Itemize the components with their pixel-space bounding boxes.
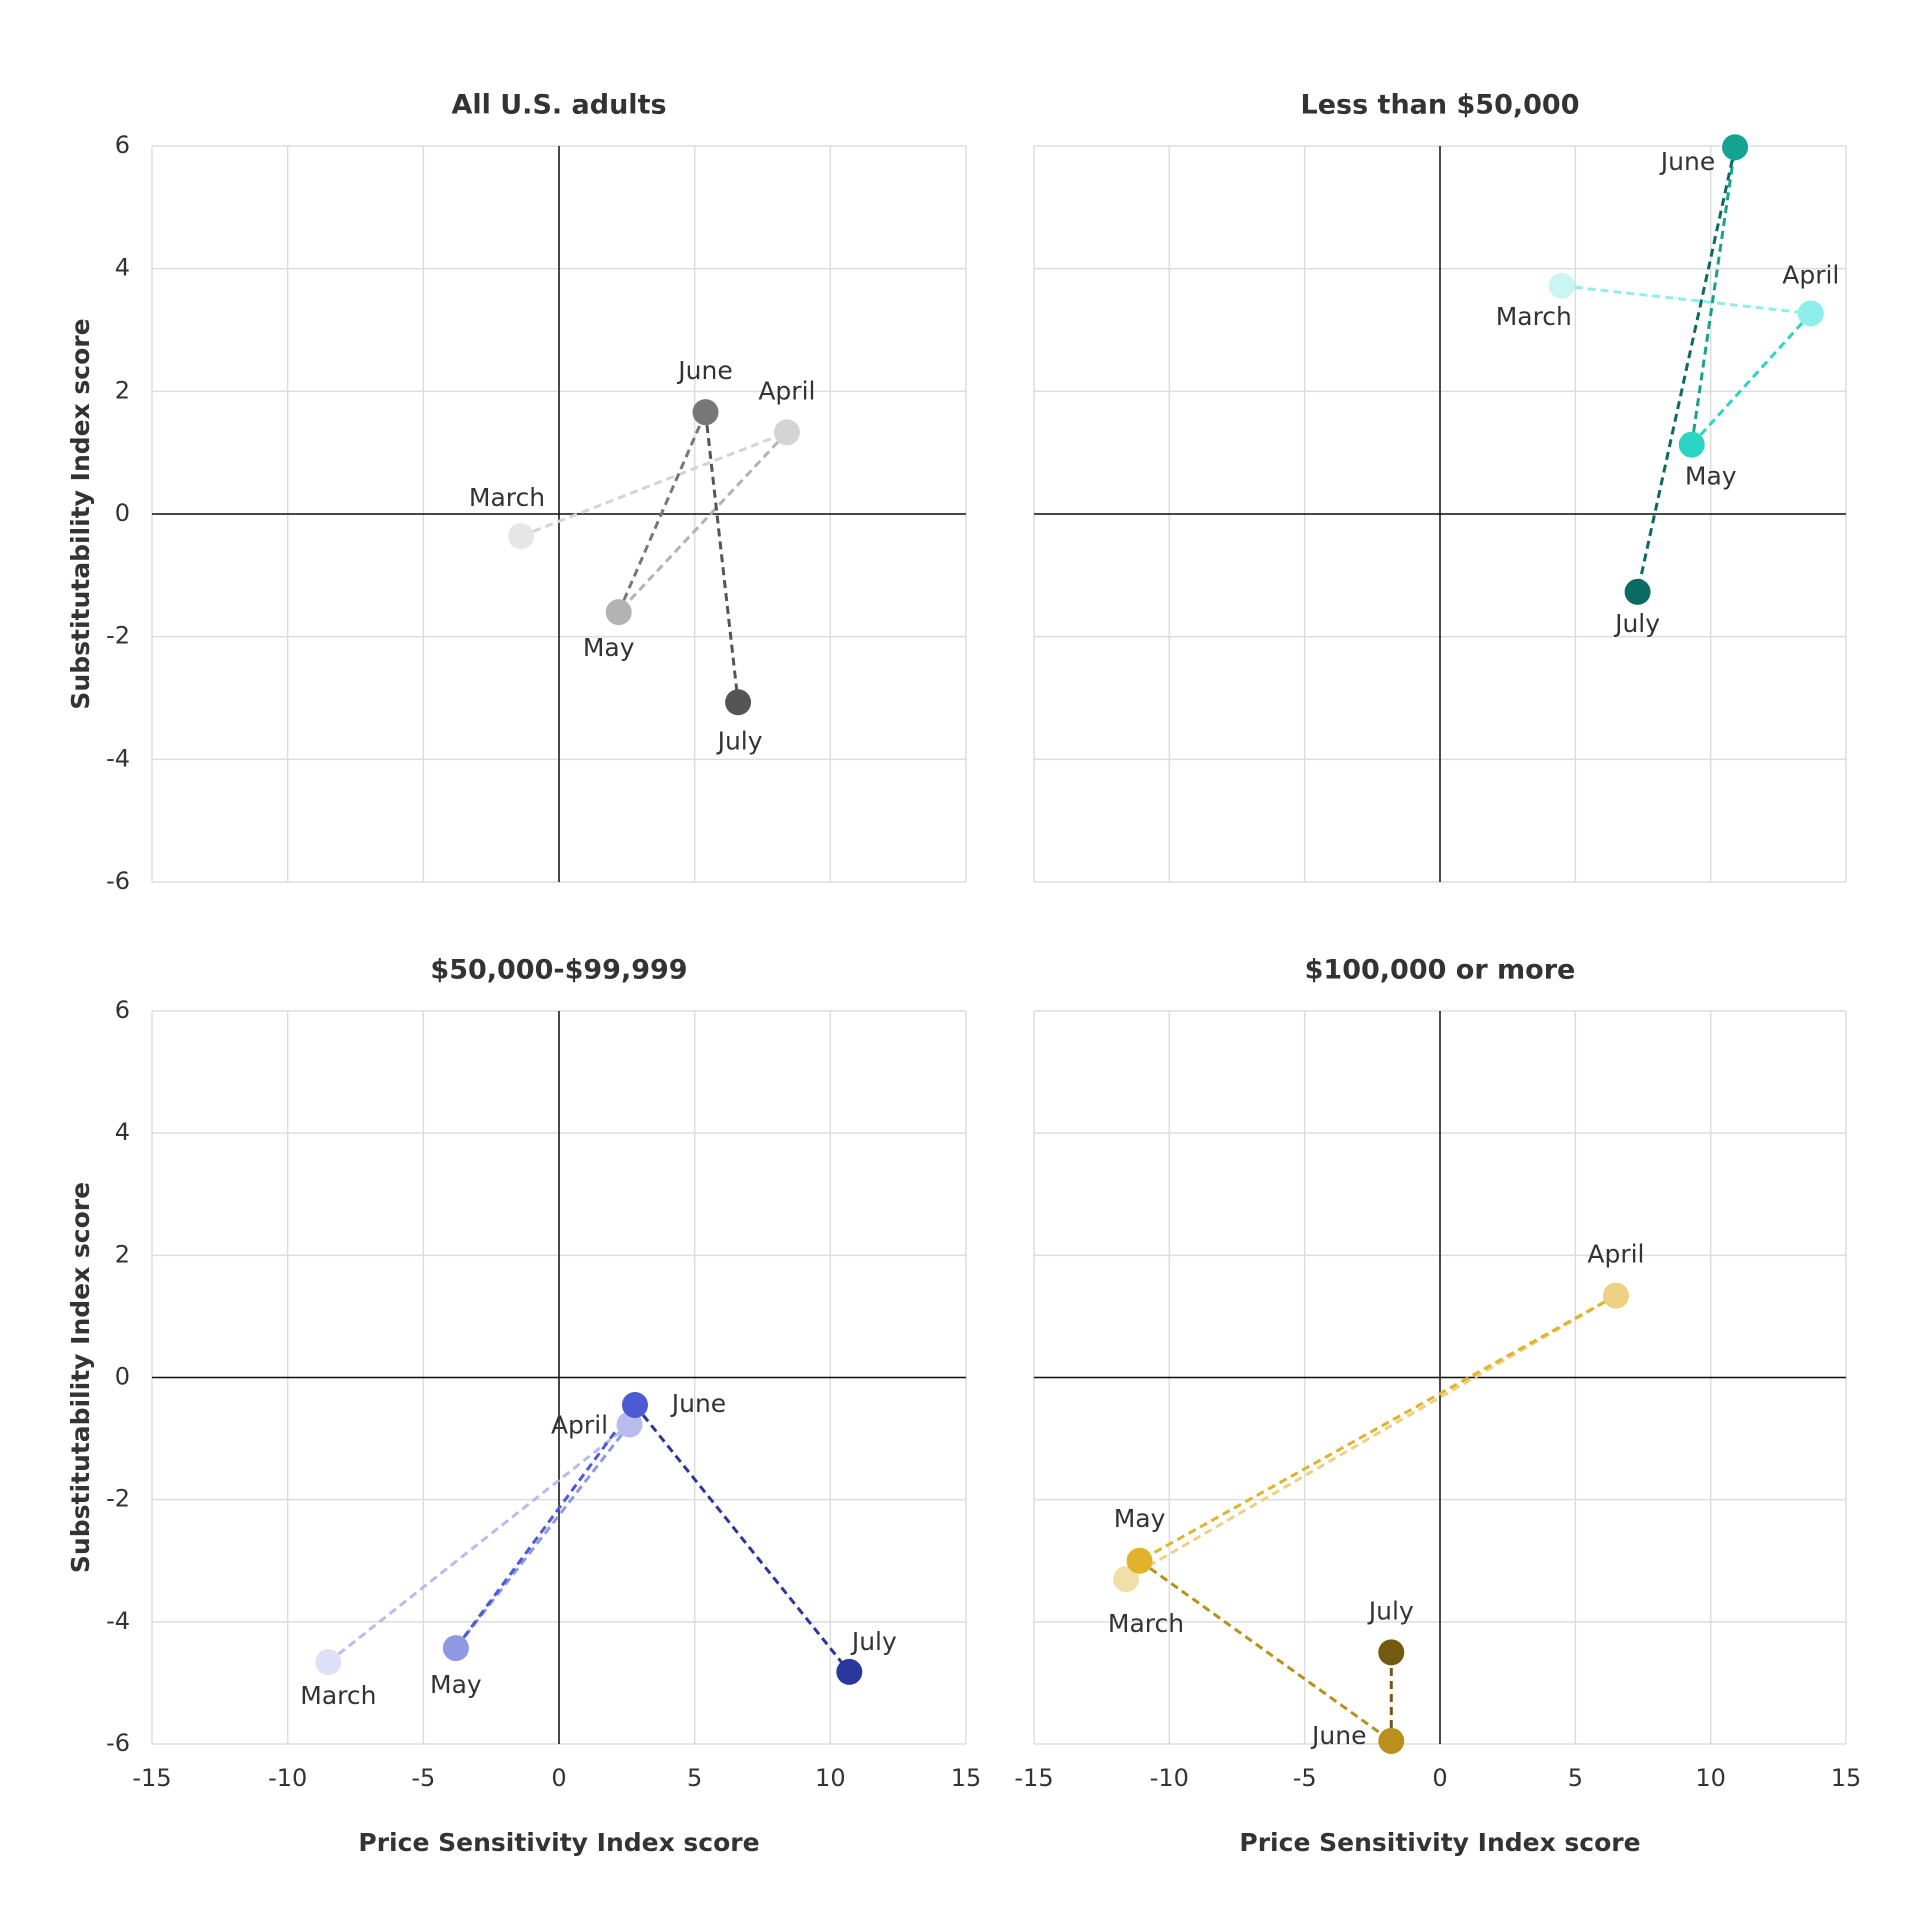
y-tick-label: 0 [115,1363,130,1391]
x-tick-label: 5 [687,1764,702,1792]
point-label: April [1587,1240,1644,1269]
connector [617,411,707,613]
point-label: March [300,1681,376,1710]
x-tick-label: -5 [411,1764,435,1792]
connector [327,1423,631,1664]
x-tick-label: 15 [1831,1764,1862,1792]
y-tick-label: 0 [115,499,130,527]
x-axis-label: Price Sensitivity Index score [1239,1828,1640,1857]
point [616,1411,643,1438]
point-label: July [850,1627,897,1656]
x-tick-label: 0 [1432,1764,1447,1792]
connector [1690,147,1737,445]
point [1722,134,1749,161]
point-label: July [1613,609,1660,638]
panel-title: $50,000-$99,999 [430,955,687,986]
point-label: June [670,1389,726,1418]
point-label: May [430,1670,482,1699]
point-label: April [1782,260,1839,289]
panel-title: Less than $50,000 [1300,90,1579,121]
y-tick-label: -6 [106,867,130,895]
x-tick-label: -15 [1014,1764,1053,1792]
y-tick-label: -6 [106,1729,130,1757]
point [621,1391,648,1418]
point-label: March [1108,1609,1184,1638]
x-tick-label: -15 [132,1764,171,1792]
connector [704,412,740,703]
connector [454,1404,637,1649]
point-label: July [716,726,763,755]
point [725,689,752,716]
x-tick-label: -5 [1293,1764,1317,1792]
y-axis-label: Substitutability Index score [66,318,95,709]
connector [1690,312,1812,446]
point-label: March [469,483,545,512]
y-tick-label: 2 [115,1240,130,1268]
panel-title: All U.S. adults [451,90,666,121]
point [442,1635,469,1662]
point [692,399,719,426]
connector [520,431,788,538]
point [315,1649,342,1676]
point [1797,300,1824,327]
connector [1125,1294,1617,1581]
y-tick-label: -4 [106,1607,130,1635]
point [508,523,535,550]
point [773,419,800,446]
connector [1138,1559,1393,1743]
connector [617,431,789,614]
x-tick-label: 0 [551,1764,566,1792]
point [1624,578,1651,605]
y-axis-label: Substitutability Index score [66,1182,95,1573]
point-label: May [1685,462,1737,491]
x-tick-label: 15 [951,1764,982,1792]
point-label: March [1496,302,1572,331]
y-tick-label: -2 [106,622,130,650]
point-label: May [583,633,635,662]
x-tick-label: -10 [1150,1764,1189,1792]
y-tick-label: -2 [106,1485,130,1513]
x-axis-label: Price Sensitivity Index score [358,1828,759,1857]
y-tick-label: 4 [115,1118,130,1146]
point-label: June [676,356,732,385]
point-label: April [758,376,815,405]
x-tick-label: 10 [815,1764,846,1792]
point [1548,272,1575,299]
connector [1561,284,1811,315]
y-tick-label: -4 [106,744,130,772]
y-tick-label: 4 [115,254,130,282]
panel-title: $100,000 or more [1305,955,1576,986]
x-tick-label: 5 [1568,1764,1583,1792]
y-tick-label: 2 [115,376,130,404]
point [836,1658,863,1685]
y-tick-label: 6 [115,131,130,159]
point-label: June [1310,1721,1366,1750]
connector [633,1404,851,1673]
connector [1636,146,1737,593]
point [1602,1282,1629,1309]
connector [454,1423,631,1650]
point-label: July [1367,1596,1414,1625]
connector [1138,1294,1617,1563]
point [1378,1727,1405,1754]
point-label: May [1114,1504,1166,1533]
y-tick-label: 6 [115,996,130,1024]
point [1113,1566,1140,1593]
point-label: April [551,1411,608,1440]
point [1678,431,1705,458]
point [1378,1639,1405,1666]
point [605,599,632,626]
point-label: June [1659,147,1715,176]
x-tick-label: -10 [268,1764,307,1792]
point [1126,1547,1153,1574]
x-tick-label: 10 [1695,1764,1726,1792]
